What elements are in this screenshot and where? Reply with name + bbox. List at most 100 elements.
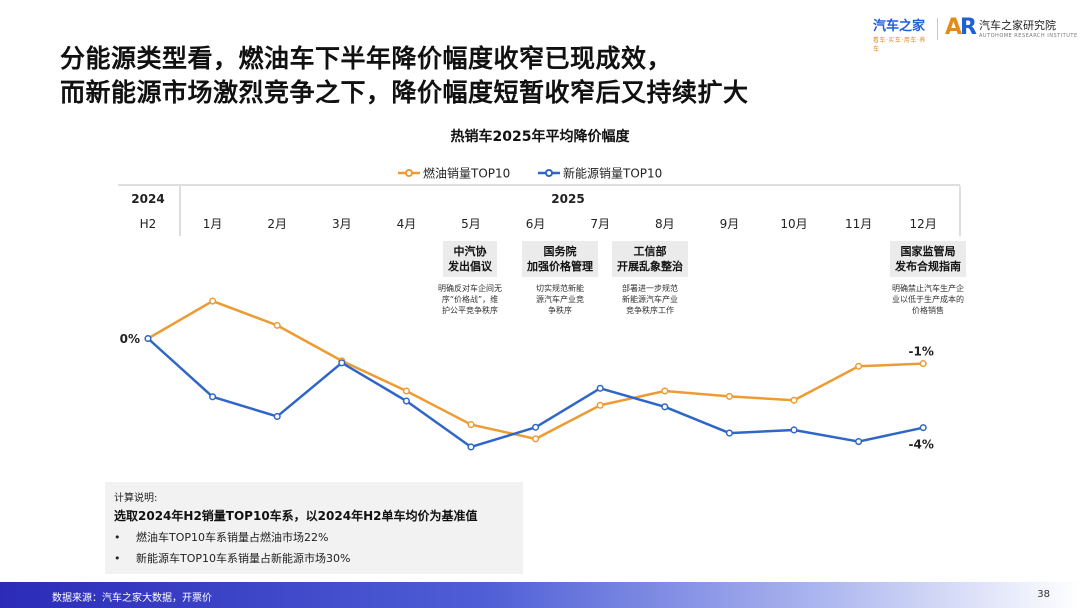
event-title-box: 工信部 开展乱象整治: [612, 241, 688, 277]
x-tick-label: 3月: [332, 217, 352, 231]
event-title-line-1: 国家监管局: [900, 245, 956, 258]
data-point-fuel: [596, 401, 604, 409]
headline-line-2: 而新能源市场激烈竞争之下，降价幅度短暂收窄后又持续扩大: [60, 78, 749, 107]
chart-title: 热销车2025年平均降价幅度: [450, 129, 630, 145]
ar-logo-icon: AR: [945, 15, 977, 40]
data-point-nev: [855, 438, 863, 446]
data-point-fuel: [467, 421, 475, 429]
data-point-nev: [402, 397, 410, 405]
event-regulator-guideline: 国家监管局 发布合规指南 明确禁止汽车生产企 业以低于生产成本的 价格销售: [868, 241, 988, 316]
event-desc-line: 切实规范新能: [536, 284, 584, 293]
event-desc-line: 护公平竞争秩序: [442, 306, 498, 315]
data-point-fuel: [532, 435, 540, 443]
year-label-2025: 2025: [551, 192, 584, 206]
event-title-line-2: 发出倡议: [448, 260, 492, 273]
data-point-nev: [661, 403, 669, 411]
event-desc-line: 竞争秩序工作: [626, 306, 674, 315]
note-heading: 计算说明:: [114, 493, 158, 504]
data-point-fuel: [209, 297, 217, 305]
data-point-nev: [209, 393, 217, 401]
event-title-line-2: 加强价格管理: [527, 260, 593, 273]
event-description: 明确反对车企间无 序“价格战”，维 护公平竞争秩序: [415, 283, 525, 316]
x-tick-label: 5月: [461, 217, 481, 231]
data-label-zero: 0%: [120, 332, 140, 346]
research-institute-brand: AR 汽车之家研究院 AUTOHOME RESEARCH INSTITUTE: [945, 15, 1078, 40]
event-title-line-1: 国务院: [543, 245, 577, 258]
x-tick-label: 4月: [397, 217, 417, 231]
event-description: 切实规范新能 源汽车产业竞 争秩序: [505, 283, 615, 316]
note-bullet: • 新能源车TOP10车系销量占新能源市场30%: [114, 548, 350, 569]
event-desc-line: 序“价格战”，维: [441, 295, 499, 304]
x-tick-label: 12月: [910, 217, 937, 231]
x-tick-label: 1月: [203, 217, 223, 231]
event-title-line-2: 发布合规指南: [895, 260, 961, 273]
event-desc-line: 明确禁止汽车生产企: [892, 284, 964, 293]
event-state-council: 国务院 加强价格管理 切实规范新能 源汽车产业竞 争秩序: [505, 241, 615, 316]
data-point-nev: [596, 384, 604, 392]
bullet-icon: •: [114, 531, 121, 544]
line-chart: 2024 2025 H2 1月 2月 3月 4月 5月 6月 7月 8月 9月 10月 11月 12月 燃油销…: [118, 166, 961, 452]
note-bullet-list: • 燃油车TOP10车系销量占燃油市场22% • 新能源车TOP10车系销量占新能源…: [114, 527, 350, 569]
x-tick-label: 7月: [590, 217, 610, 231]
data-point-fuel: [661, 387, 669, 395]
event-desc-line: 部署进一步规范: [622, 284, 678, 293]
headline-line-1: 分能源类型看，燃油车下半年降价幅度收窄已现成效，: [60, 44, 673, 73]
event-desc-line: 争秩序: [548, 306, 572, 315]
event-desc-line: 价格销售: [912, 306, 944, 315]
x-tick-label: 2月: [267, 217, 287, 231]
event-desc-line: 业以低于生产成本的: [892, 295, 964, 304]
x-tick-label: 10月: [780, 217, 807, 231]
event-description: 部署进一步规范 新能源汽车产业 竞争秩序工作: [595, 283, 705, 316]
x-tick-label: 8月: [655, 217, 675, 231]
research-institute-name: 汽车之家研究院: [978, 18, 1056, 32]
brand-divider: [937, 18, 938, 40]
x-tick-label: 6月: [526, 217, 546, 231]
autohome-tagline: 看车·买车·用车·养车: [873, 37, 926, 53]
footer-bar: 数据来源：汽车之家大数据，开票价 38: [0, 582, 1080, 608]
note-bullet: • 燃油车TOP10车系销量占燃油市场22%: [114, 527, 350, 548]
data-point-fuel: [725, 392, 733, 400]
event-title-box: 国务院 加强价格管理: [522, 241, 598, 277]
data-point-fuel: [919, 360, 927, 368]
year-label-2024: 2024: [131, 192, 164, 206]
event-title-line-1: 工信部: [633, 245, 667, 258]
data-point-nev: [919, 424, 927, 432]
data-point-nev: [790, 426, 798, 434]
event-desc-line: 明确反对车企间无: [438, 284, 502, 293]
note-bullet-text: 燃油车TOP10车系销量占燃油市场22%: [136, 531, 329, 544]
data-point-fuel: [855, 362, 863, 370]
autohome-brand: 汽车之家 看车·买车·用车·养车: [873, 15, 931, 53]
event-title-line-2: 开展乱象整治: [617, 260, 683, 273]
data-point-nev: [144, 334, 152, 343]
event-title-box: 国家监管局 发布合规指南: [890, 241, 966, 277]
note-bullet-text: 新能源车TOP10车系销量占新能源市场30%: [136, 552, 351, 565]
x-tick-label: 11月: [845, 217, 872, 231]
data-label-nev-end: -4%: [909, 438, 934, 452]
event-miit-rectification: 工信部 开展乱象整治 部署进一步规范 新能源汽车产业 竞争秩序工作: [595, 241, 705, 316]
legend-label: 新能源销量TOP10: [563, 166, 662, 181]
x-tick-label: H2: [140, 217, 157, 231]
data-source: 数据来源：汽车之家大数据，开票价: [52, 593, 212, 604]
data-label-fuel-end: -1%: [909, 345, 934, 359]
data-point-fuel: [790, 396, 798, 404]
data-point-nev: [532, 423, 540, 431]
headline: 分能源类型看，燃油车下半年降价幅度收窄已现成效， 而新能源市场激烈竞争之下，降价…: [60, 42, 749, 110]
legend-label: 燃油销量TOP10: [423, 166, 510, 181]
event-desc-line: 源汽车产业竞: [536, 295, 584, 304]
autohome-logo-text: 汽车之家: [873, 19, 926, 34]
event-title-line-1: 中汽协: [453, 245, 487, 258]
data-point-fuel: [273, 321, 281, 329]
data-point-fuel: [402, 387, 410, 395]
calculation-note: 计算说明: 选取2024年H2销量TOP10车系，以2024年H2单车均价为基准…: [105, 482, 523, 574]
event-caam-initiative: 中汽协 发出倡议 明确反对车企间无 序“价格战”，维 护公平竞争秩序: [415, 241, 525, 316]
data-point-nev: [273, 412, 281, 421]
event-description: 明确禁止汽车生产企 业以低于生产成本的 价格销售: [868, 283, 988, 316]
data-point-nev: [467, 443, 475, 451]
event-desc-line: 新能源汽车产业: [622, 295, 678, 304]
series-line-fuel: [147, 299, 924, 441]
note-main: 选取2024年H2销量TOP10车系，以2024年H2单车均价为基准值: [114, 509, 478, 523]
page-number: 38: [1037, 589, 1050, 600]
bullet-icon: •: [114, 552, 121, 565]
legend-marker: [405, 169, 413, 177]
x-tick-label: 9月: [720, 217, 740, 231]
